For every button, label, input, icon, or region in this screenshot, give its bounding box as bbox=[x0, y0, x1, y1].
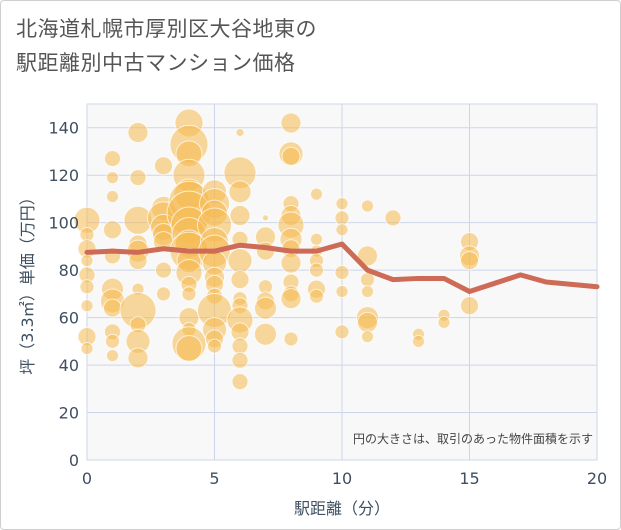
transaction-bubble bbox=[412, 334, 425, 348]
transaction-bubble bbox=[361, 330, 374, 344]
transaction-bubble bbox=[106, 349, 119, 363]
y-tick-label: 120 bbox=[48, 166, 79, 185]
y-tick-label: 80 bbox=[59, 261, 79, 280]
y-tick-label: 60 bbox=[59, 309, 79, 328]
transaction-bubble bbox=[181, 286, 197, 302]
transaction-bubble bbox=[231, 337, 249, 355]
y-tick-label: 100 bbox=[48, 214, 79, 233]
transaction-bubble bbox=[310, 187, 323, 201]
transaction-bubble bbox=[156, 286, 171, 302]
transaction-bubble bbox=[384, 209, 402, 227]
transaction-bubble bbox=[227, 248, 253, 274]
transaction-bubble bbox=[103, 298, 122, 318]
transaction-bubble bbox=[361, 199, 374, 213]
transaction-bubble bbox=[231, 373, 249, 391]
y-tick-label: 0 bbox=[69, 451, 79, 470]
y-tick-label: 40 bbox=[59, 356, 79, 375]
transaction-bubble bbox=[460, 296, 479, 316]
transaction-bubble bbox=[231, 351, 249, 369]
transaction-bubble bbox=[280, 252, 302, 274]
transaction-bubble bbox=[154, 156, 173, 176]
transaction-bubble bbox=[310, 232, 323, 246]
transaction-bubble bbox=[235, 127, 245, 137]
bubble-size-note: 円の大きさは、取引のあった物件面積を示す bbox=[353, 431, 593, 446]
transaction-bubble bbox=[175, 334, 203, 362]
y-tick-label: 140 bbox=[48, 119, 79, 138]
transaction-bubble bbox=[357, 245, 378, 267]
transaction-bubble bbox=[309, 288, 324, 304]
y-tick-label: 20 bbox=[59, 404, 79, 423]
transaction-bubble bbox=[262, 214, 269, 222]
x-axis-ticks: 0 5 10 15 20 bbox=[82, 469, 607, 488]
transaction-bubble bbox=[334, 265, 350, 281]
transaction-bubble bbox=[283, 331, 299, 347]
transaction-bubble bbox=[361, 284, 374, 298]
transaction-bubble bbox=[80, 299, 94, 313]
transaction-bubble bbox=[155, 261, 172, 279]
x-tick-label: 15 bbox=[459, 469, 479, 488]
x-tick-label: 10 bbox=[332, 469, 352, 488]
x-axis-title: 駅距離（分） bbox=[294, 499, 390, 518]
x-tick-label: 5 bbox=[209, 469, 219, 488]
transaction-bubble bbox=[309, 262, 324, 278]
transaction-bubble bbox=[335, 284, 349, 298]
chart-title: 北海道札幌市厚別区大谷地東の 駅距離別中古マンション価格 bbox=[16, 17, 317, 75]
y-axis-ticks: 0 20 40 60 80 100 120 140 bbox=[48, 119, 79, 470]
transaction-bubble bbox=[106, 171, 119, 185]
transaction-bubble bbox=[127, 121, 149, 143]
transaction-bubble bbox=[106, 190, 119, 204]
transaction-bubble bbox=[335, 197, 349, 211]
transaction-bubble bbox=[280, 112, 302, 134]
y-axis-title: 坪（3.3㎡）単価（万円） bbox=[18, 189, 37, 374]
transaction-bubble bbox=[104, 150, 121, 168]
transaction-bubble bbox=[80, 254, 94, 268]
transaction-bubble bbox=[280, 288, 302, 310]
transaction-bubble bbox=[334, 324, 350, 340]
transaction-bubble bbox=[228, 180, 252, 204]
x-tick-label: 0 bbox=[82, 469, 92, 488]
transaction-bubble bbox=[79, 279, 95, 295]
transaction-bubble bbox=[334, 210, 350, 226]
transaction-bubble bbox=[357, 311, 378, 333]
transaction-bubble bbox=[281, 146, 301, 166]
average-price-line bbox=[84, 241, 600, 294]
transaction-bubble bbox=[105, 333, 120, 349]
transaction-bubble bbox=[460, 251, 479, 271]
transaction-bubble bbox=[437, 315, 451, 329]
transaction-bubble bbox=[129, 169, 147, 187]
transaction-bubble bbox=[103, 220, 122, 240]
transaction-bubble bbox=[360, 272, 375, 288]
transaction-bubble bbox=[207, 338, 222, 354]
transaction-bubble bbox=[127, 347, 149, 369]
transaction-bubble bbox=[230, 270, 250, 290]
bubble-layer bbox=[73, 108, 480, 391]
transaction-bubble bbox=[229, 205, 251, 227]
transaction-bubble bbox=[80, 341, 94, 355]
transaction-bubble bbox=[254, 322, 277, 346]
x-tick-label: 20 bbox=[587, 469, 607, 488]
transaction-bubble bbox=[254, 296, 277, 320]
transaction-bubble bbox=[335, 223, 349, 237]
